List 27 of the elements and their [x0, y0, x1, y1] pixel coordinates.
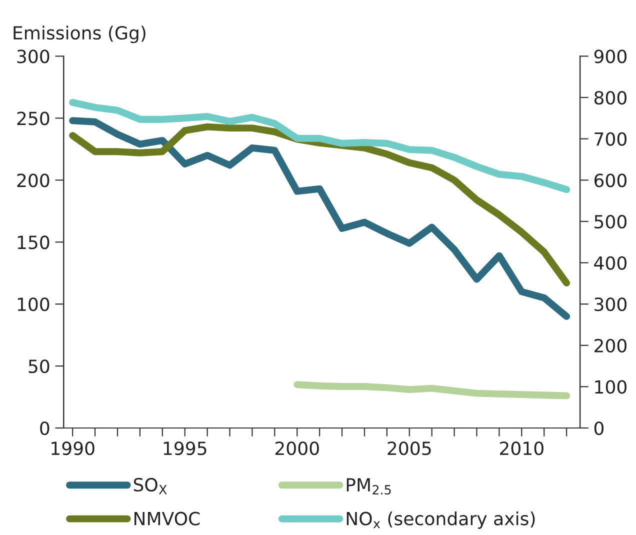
legend-label: PM$_{2.5}$ — [346, 478, 391, 495]
y2-tick-label: 0 — [594, 421, 604, 436]
y-tick-label: 300 — [17, 50, 50, 64]
x-tick-label: 2010 — [500, 442, 544, 456]
y-tick-label: 50 — [28, 359, 50, 374]
y2-tick-label: 100 — [595, 380, 626, 394]
y2-tick-label: 300 — [594, 298, 626, 312]
y2-tick-label: 900 — [594, 50, 626, 64]
y2-tick-label: 700 — [594, 132, 626, 146]
x-tick-label: 1990 — [52, 442, 94, 456]
y2-tick-label: 400 — [594, 256, 626, 270]
y-tick-label: 250 — [17, 112, 50, 126]
x-tick-label: 1995 — [164, 442, 206, 456]
y2-tick-label: 500 — [594, 214, 626, 229]
y2-tick-label: 800 — [594, 90, 626, 105]
y-tick-label: 200 — [17, 174, 50, 188]
y-tick-label: 100 — [18, 298, 50, 312]
y2-tick-label: 200 — [594, 338, 626, 352]
x-tick-label: 2000 — [275, 442, 319, 456]
y2-tick-label: 600 — [594, 174, 626, 188]
y-axis-title: Emissions (Gg) — [14, 26, 146, 44]
y-tick-label: 0 — [40, 421, 50, 436]
legend-label: NO$_{x}$ (secondary axis) — [346, 511, 535, 529]
legend-label: NMVOC — [134, 512, 200, 526]
y-tick-label: 150 — [18, 236, 50, 250]
x-tick-label: 2005 — [388, 442, 431, 456]
legend-label: SO$_{X}$ — [134, 478, 167, 494]
